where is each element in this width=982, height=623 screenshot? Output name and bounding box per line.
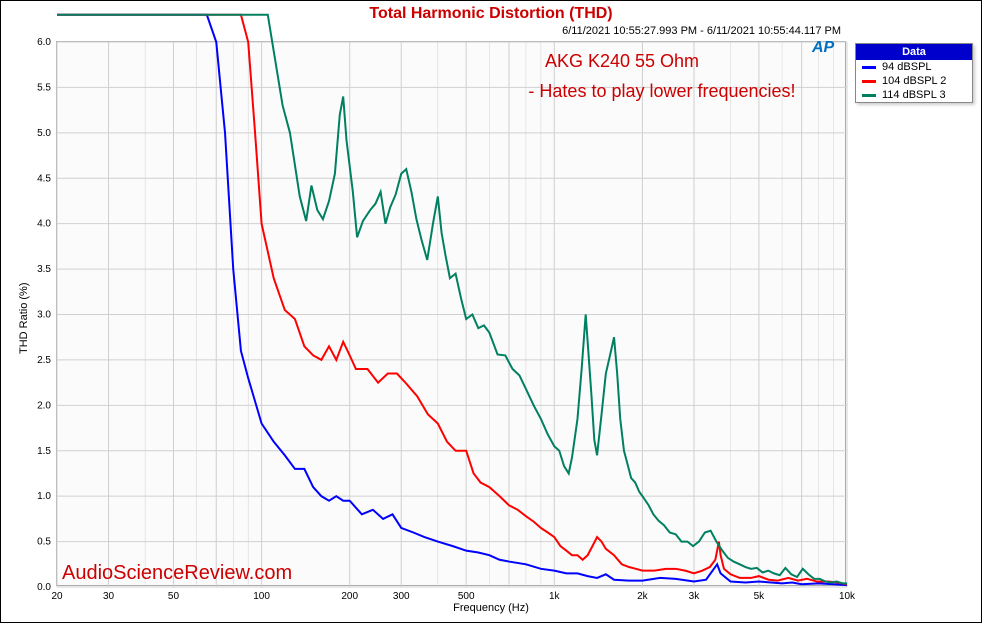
svg-text:1k: 1k xyxy=(549,591,561,602)
annotation-comment: - Hates to play lower frequencies! xyxy=(528,81,795,101)
svg-text:2.5: 2.5 xyxy=(37,355,51,366)
ap-logo: AP xyxy=(811,39,835,56)
svg-text:4.5: 4.5 xyxy=(37,173,51,184)
chart-container: Total Harmonic Distortion (THD) 6/11/202… xyxy=(0,0,982,623)
legend: Data 94 dBSPL 104 dBSPL 2 114 dBSPL 3 xyxy=(855,43,973,103)
svg-text:100: 100 xyxy=(253,591,270,602)
svg-text:30: 30 xyxy=(103,591,115,602)
svg-text:20: 20 xyxy=(51,591,63,602)
svg-text:2k: 2k xyxy=(637,591,649,602)
legend-item: 114 dBSPL 3 xyxy=(856,88,972,102)
svg-text:2.0: 2.0 xyxy=(37,400,51,411)
svg-text:3k: 3k xyxy=(689,591,701,602)
svg-text:0.5: 0.5 xyxy=(37,537,51,548)
watermark: AudioScienceReview.com xyxy=(62,562,292,584)
legend-header: Data xyxy=(856,44,972,60)
svg-text:4.0: 4.0 xyxy=(37,219,51,230)
svg-text:5.0: 5.0 xyxy=(37,128,51,139)
legend-item: 94 dBSPL xyxy=(856,60,972,74)
svg-text:500: 500 xyxy=(458,591,475,602)
svg-text:200: 200 xyxy=(341,591,358,602)
svg-text:3.0: 3.0 xyxy=(37,310,51,321)
svg-text:6.0: 6.0 xyxy=(37,37,51,48)
legend-label: 114 dBSPL 3 xyxy=(882,89,946,101)
legend-item: 104 dBSPL 2 xyxy=(856,74,972,88)
legend-swatch xyxy=(862,66,876,69)
plot-area: 0.00.51.01.52.02.53.03.54.04.55.05.56.02… xyxy=(56,41,846,586)
svg-text:10k: 10k xyxy=(839,591,856,602)
x-axis-label: Frequency (Hz) xyxy=(1,602,981,614)
timestamp: 6/11/2021 10:55:27.993 PM - 6/11/2021 10… xyxy=(562,25,841,37)
svg-text:5.5: 5.5 xyxy=(37,82,51,93)
svg-text:5k: 5k xyxy=(754,591,766,602)
svg-text:300: 300 xyxy=(393,591,410,602)
legend-label: 104 dBSPL 2 xyxy=(882,75,946,87)
annotation-product: AKG K240 55 Ohm xyxy=(545,51,699,71)
legend-label: 94 dBSPL xyxy=(882,61,932,73)
svg-text:50: 50 xyxy=(168,591,180,602)
legend-swatch xyxy=(862,80,876,83)
svg-text:0.0: 0.0 xyxy=(37,582,51,593)
y-axis-label: THD Ratio (%) xyxy=(18,282,30,354)
legend-swatch xyxy=(862,94,876,97)
svg-text:1.5: 1.5 xyxy=(37,446,51,457)
svg-text:3.5: 3.5 xyxy=(37,264,51,275)
svg-text:1.0: 1.0 xyxy=(37,491,51,502)
